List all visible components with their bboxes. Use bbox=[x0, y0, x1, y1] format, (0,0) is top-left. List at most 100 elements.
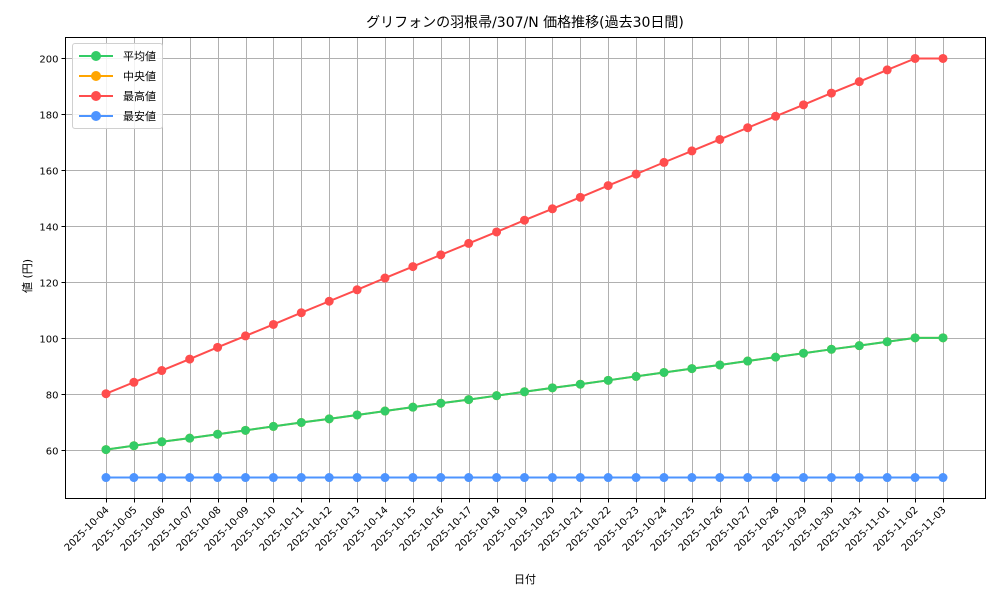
data-point bbox=[799, 100, 808, 110]
data-point bbox=[185, 354, 195, 364]
data-point bbox=[268, 421, 278, 431]
data-point bbox=[631, 169, 641, 179]
data-point bbox=[380, 473, 390, 483]
data-point bbox=[659, 367, 669, 377]
data-point bbox=[603, 375, 613, 385]
data-point bbox=[213, 429, 223, 439]
data-point bbox=[380, 273, 390, 283]
y-tick-label: 120 bbox=[39, 279, 58, 290]
y-tick-label: 200 bbox=[39, 55, 58, 66]
data-point bbox=[324, 296, 334, 306]
grid-lines bbox=[65, 37, 986, 499]
x-axis-ticks: 2025-10-042025-10-052025-10-062025-10-07… bbox=[63, 498, 949, 554]
data-point bbox=[826, 88, 836, 98]
series-3 bbox=[101, 473, 948, 483]
data-point bbox=[101, 473, 111, 483]
data-point bbox=[826, 344, 836, 354]
data-point bbox=[464, 395, 474, 405]
data-point bbox=[520, 387, 529, 397]
data-point bbox=[547, 204, 557, 214]
series-2 bbox=[101, 53, 948, 399]
data-point bbox=[241, 331, 250, 341]
data-point bbox=[296, 418, 306, 428]
data-point bbox=[101, 445, 111, 455]
data-point bbox=[882, 473, 892, 483]
y-tick-label: 60 bbox=[46, 447, 59, 458]
data-point bbox=[268, 473, 278, 483]
data-point bbox=[687, 146, 697, 156]
legend-item-min: 最安値 bbox=[79, 107, 156, 125]
data-point bbox=[882, 65, 892, 75]
legend: 平均値 中央値 最高値 最安値 bbox=[72, 43, 163, 129]
data-point bbox=[575, 473, 585, 483]
data-point bbox=[547, 473, 557, 483]
data-point bbox=[520, 473, 529, 483]
data-point bbox=[157, 473, 167, 483]
data-point bbox=[799, 348, 808, 358]
data-point bbox=[296, 308, 306, 318]
data-point bbox=[659, 157, 669, 167]
series-lines bbox=[101, 53, 948, 483]
data-point bbox=[129, 473, 139, 483]
data-point bbox=[743, 123, 753, 133]
data-point bbox=[436, 398, 446, 408]
data-point bbox=[603, 181, 613, 191]
data-point bbox=[575, 192, 585, 202]
legend-item-median: 中央値 bbox=[79, 67, 156, 85]
data-point bbox=[854, 77, 864, 87]
legend-label-median: 中央値 bbox=[123, 70, 156, 83]
data-point bbox=[938, 53, 948, 63]
legend-label-average: 平均値 bbox=[123, 50, 156, 63]
data-point bbox=[185, 473, 195, 483]
data-point bbox=[213, 342, 223, 352]
data-point bbox=[157, 437, 167, 447]
data-point bbox=[352, 285, 362, 295]
x-axis-label: 日付 bbox=[514, 573, 536, 586]
data-point bbox=[492, 391, 502, 401]
data-point bbox=[185, 433, 195, 443]
legend-label-max: 最高値 bbox=[123, 90, 156, 103]
data-point bbox=[436, 250, 446, 260]
series-0 bbox=[101, 333, 948, 455]
data-point bbox=[631, 371, 641, 381]
data-point bbox=[352, 473, 362, 483]
legend-marker-max bbox=[79, 90, 113, 102]
y-axis-label: 値 (円) bbox=[21, 258, 35, 294]
data-point bbox=[408, 473, 418, 483]
data-point bbox=[715, 360, 725, 370]
data-point bbox=[380, 406, 390, 416]
data-point bbox=[464, 473, 474, 483]
data-point bbox=[101, 389, 111, 399]
data-point bbox=[659, 473, 669, 483]
data-point bbox=[492, 473, 502, 483]
data-point bbox=[687, 364, 697, 374]
data-point bbox=[213, 473, 223, 483]
data-point bbox=[715, 134, 725, 144]
data-point bbox=[687, 473, 697, 483]
data-point bbox=[743, 356, 753, 366]
data-point bbox=[547, 383, 557, 393]
data-point bbox=[715, 473, 725, 483]
data-point bbox=[296, 473, 306, 483]
y-tick-label: 80 bbox=[46, 391, 59, 402]
legend-marker-min bbox=[79, 110, 113, 122]
y-axis-ticks: 60 80 100 120 140 160 180 200 bbox=[39, 55, 66, 458]
data-point bbox=[910, 53, 920, 63]
data-point bbox=[799, 473, 808, 483]
data-point bbox=[910, 473, 920, 483]
legend-item-max: 最高値 bbox=[79, 87, 156, 105]
data-point bbox=[771, 111, 781, 121]
data-point bbox=[520, 215, 529, 225]
data-point bbox=[938, 473, 948, 483]
legend-label-min: 最安値 bbox=[123, 110, 156, 123]
data-point bbox=[938, 333, 948, 343]
y-tick-label: 140 bbox=[39, 223, 58, 234]
data-point bbox=[603, 473, 613, 483]
data-point bbox=[631, 473, 641, 483]
data-point bbox=[771, 352, 781, 362]
data-point bbox=[324, 414, 334, 424]
legend-marker-median bbox=[79, 70, 113, 82]
data-point bbox=[575, 379, 585, 389]
data-point bbox=[408, 262, 418, 272]
